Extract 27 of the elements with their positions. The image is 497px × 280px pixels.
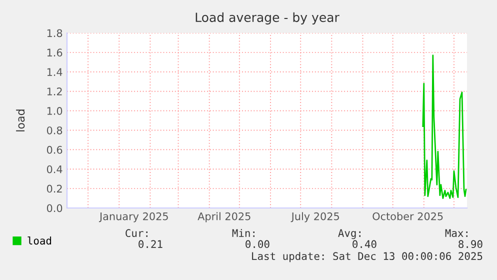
y-tick-label: 1.2: [47, 88, 62, 96]
legend-label: load: [28, 236, 52, 245]
y-tick-label: 1.4: [47, 68, 62, 76]
text: 0.40: [352, 240, 376, 248]
text: 0.00: [246, 240, 270, 248]
text: Max:: [445, 229, 468, 238]
y-tick-label: 0.4: [46, 165, 62, 174]
y-tick-label: 1.6: [47, 48, 62, 57]
chart-title: Load average - by year: [196, 12, 340, 24]
text: Last update: Sat Dec 13 00:00:06 2025: [252, 252, 482, 262]
y-tick-label: 0.8: [46, 126, 62, 134]
y-tick-label: 1.8: [47, 29, 62, 38]
text: Cur:: [126, 229, 148, 238]
text: 0.21: [138, 240, 162, 248]
y-axis-title: load: [16, 110, 25, 132]
y-tick-label: 0.2: [46, 184, 62, 193]
x-tick-label: July 2025: [290, 212, 339, 222]
text: Min:: [232, 228, 254, 237]
text: 8.90: [458, 240, 482, 248]
y-tick-label: 1.0: [47, 107, 62, 115]
x-tick-label: October 2025: [372, 212, 443, 220]
x-tick-label: April 2025: [198, 212, 250, 222]
line-series: [422, 54, 467, 199]
x-tick-label: January 2025: [98, 212, 168, 222]
text: Avg:: [338, 229, 360, 240]
y-tick-label: 0.6: [46, 146, 62, 154]
y-tick-label: 0.0: [46, 204, 62, 212]
